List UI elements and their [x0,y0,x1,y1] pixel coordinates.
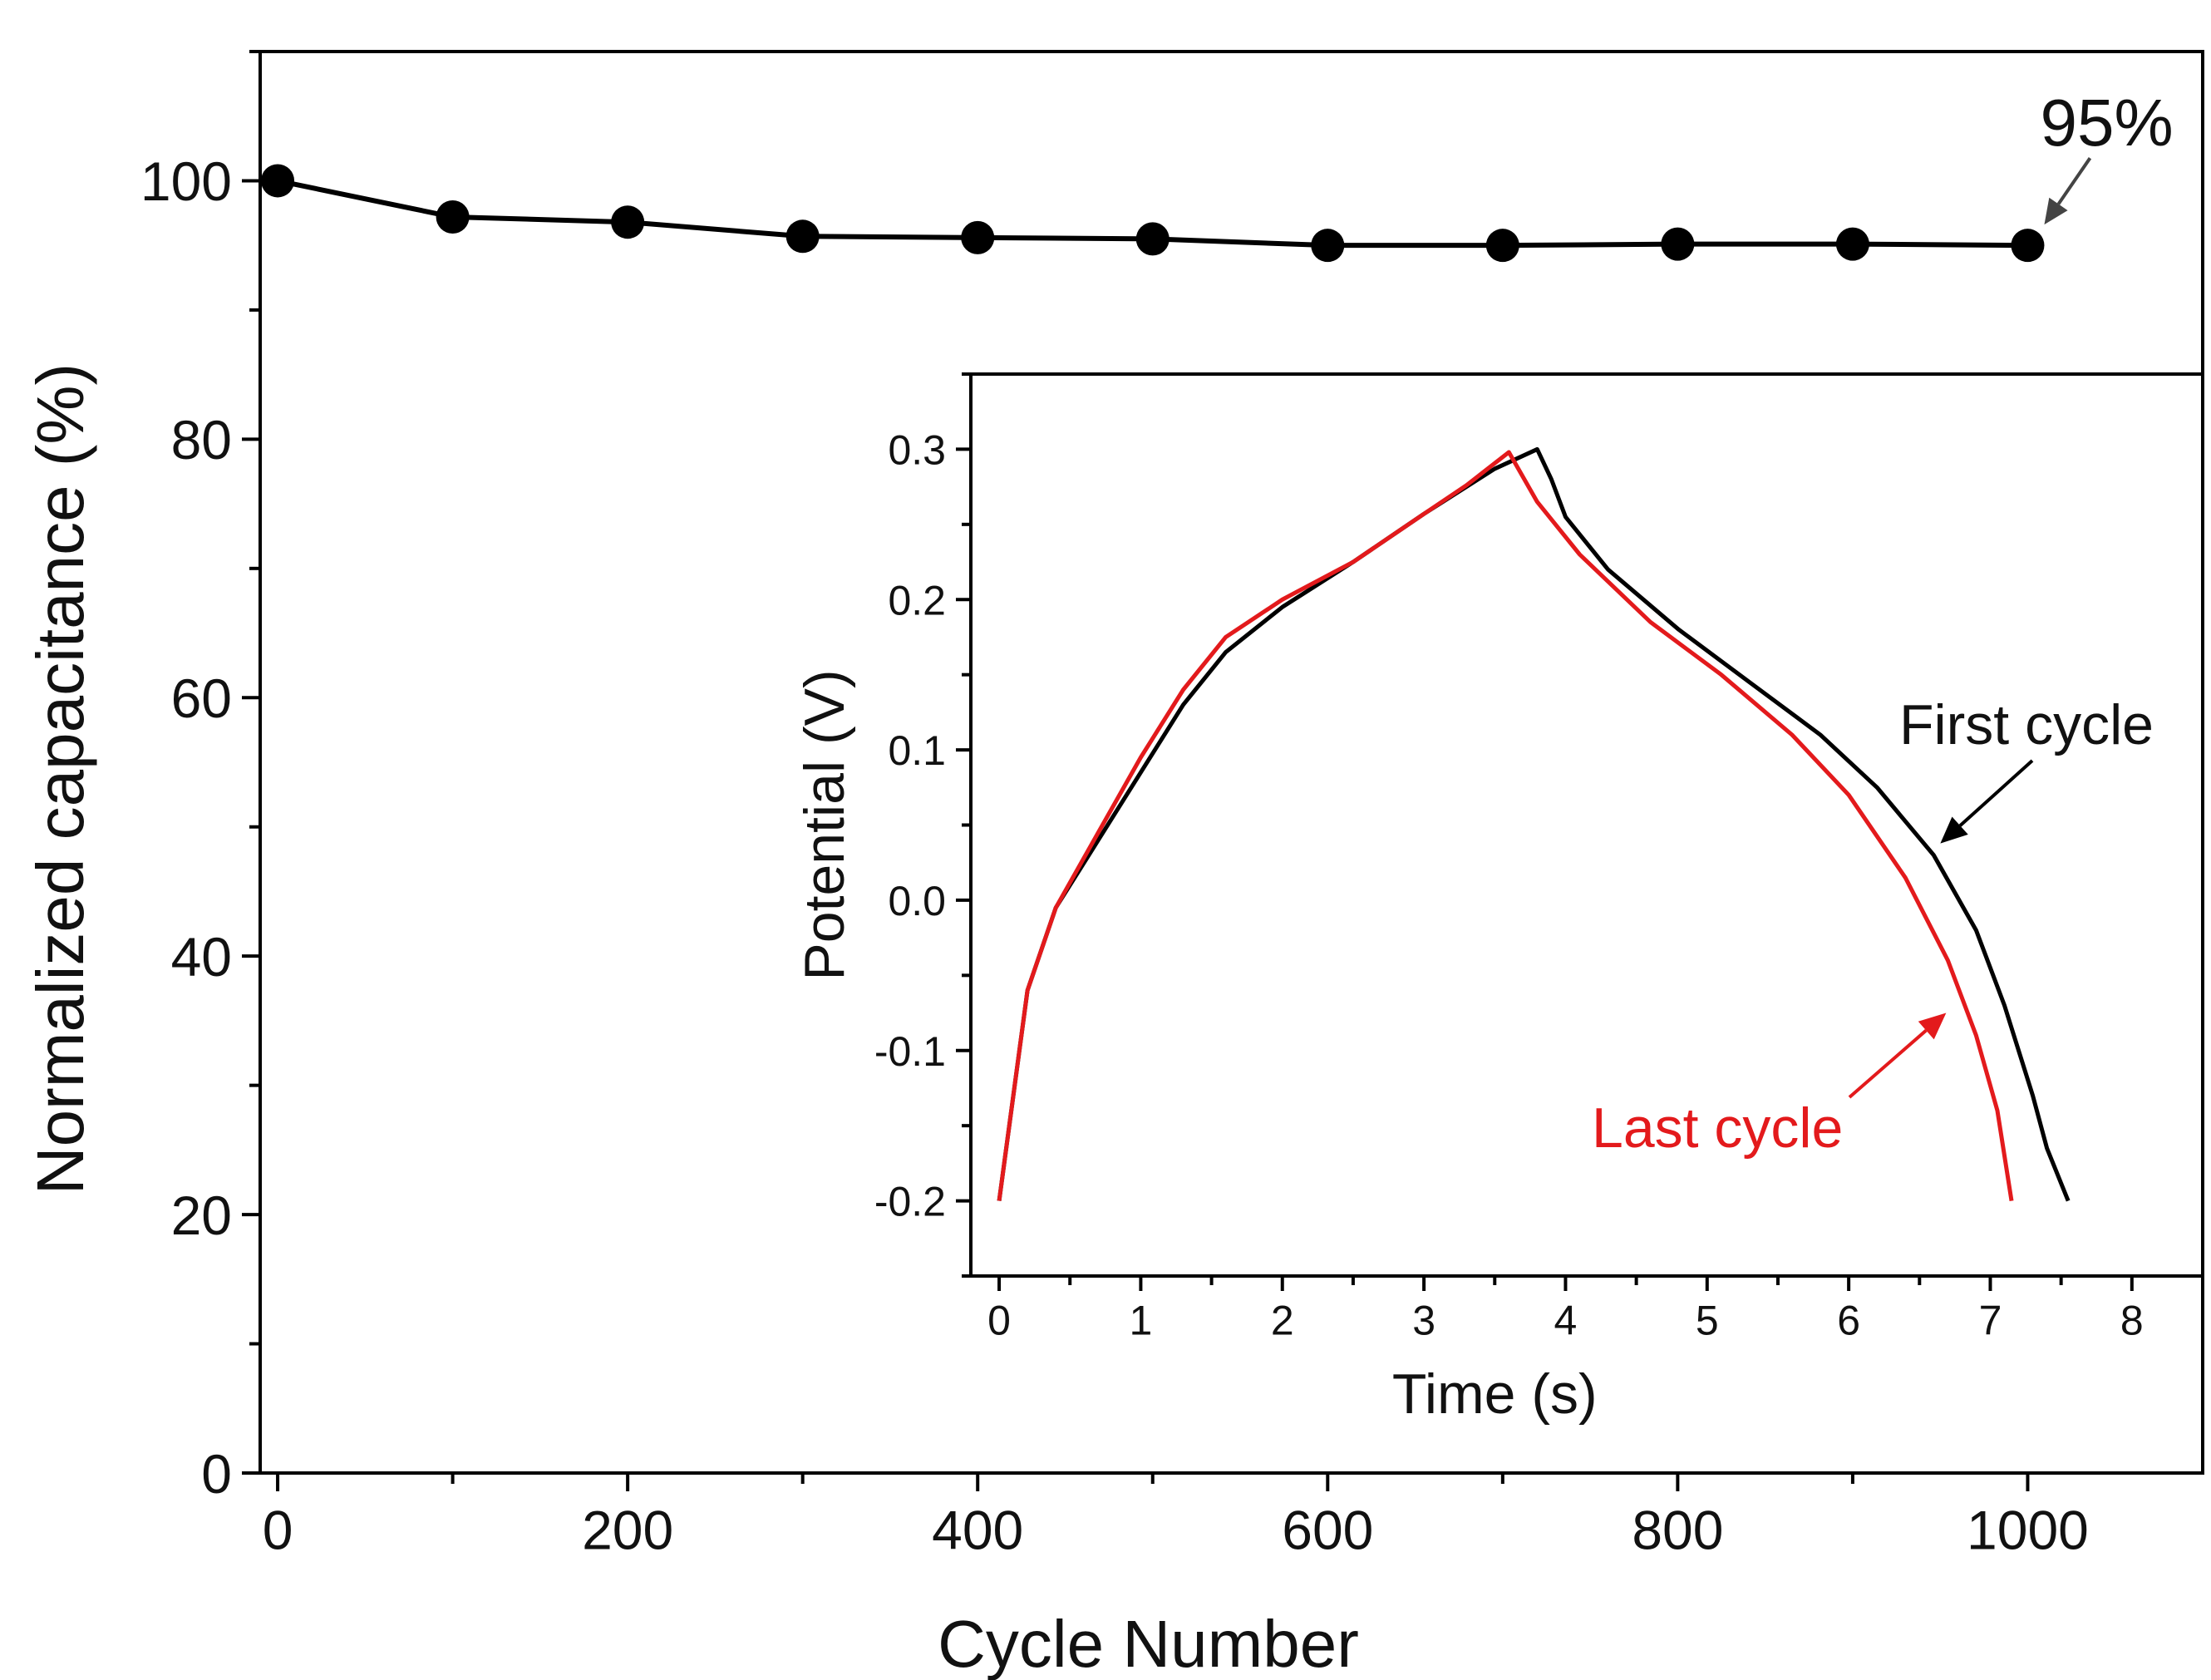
first-cycle-annotation: First cycle [1899,693,2154,844]
last-cycle-line [997,450,2014,1201]
last-cycle-arrowhead [1918,1012,1947,1040]
main-x-axis: 0 200 400 600 800 1000 [263,1473,2089,1560]
main-series-group [261,164,2045,263]
data-point [1311,229,1345,263]
x-tick-label: 3 [1412,1298,1435,1344]
first-cycle-line [997,446,2071,1202]
data-point [961,220,995,254]
data-point [2011,229,2045,263]
inset-y-axis: -0.2 -0.1 0.0 0.1 0.2 0.3 [874,372,971,1278]
x-tick-label: 200 [582,1499,673,1560]
inset-y-axis-title: Potential (V) [793,669,856,980]
retention-annotation: 95% [2040,86,2174,225]
x-tick-label: 0 [263,1499,293,1560]
first-cycle-arrowhead [1940,816,1968,844]
y-tick-label: 0.3 [888,426,946,473]
retention-annotation-label: 95% [2040,86,2173,160]
y-tick-label: 60 [171,668,232,729]
y-tick-label: 80 [171,409,232,470]
y-tick-label: 0 [201,1443,232,1505]
y-tick-label: 100 [140,150,232,212]
x-tick-label: 1 [1130,1298,1153,1344]
x-tick-label: 1000 [1967,1499,2089,1560]
y-tick-label: 0.1 [888,727,946,774]
x-tick-label: 6 [1837,1298,1860,1344]
data-point [1135,222,1170,256]
y-tick-label: 40 [171,926,232,988]
x-tick-label: 7 [1979,1298,2002,1344]
main-y-axis: 0 20 40 60 80 100 [140,50,260,1505]
data-point [436,200,470,234]
last-cycle-label: Last cycle [1592,1096,1843,1160]
y-tick-label: -0.1 [874,1028,946,1075]
retention-annotation-arrowhead [2044,197,2068,225]
x-tick-label: 0 [987,1298,1011,1344]
inset-background [971,374,2203,1276]
data-point [261,164,295,198]
data-point [785,219,820,254]
first-cycle-label: First cycle [1899,693,2154,756]
x-tick-label: 600 [1282,1499,1373,1560]
y-tick-label: 0.0 [888,878,946,924]
main-x-axis-title: Cycle Number [938,1607,1359,1680]
x-tick-label: 800 [1632,1499,1723,1560]
retention-annotation-arrow [2056,157,2092,205]
data-point [1661,227,1695,261]
main-y-axis-title: Normalized capacitance (%) [23,363,97,1195]
y-tick-label: -0.2 [874,1179,946,1225]
data-point [611,205,645,239]
data-point [1835,227,1869,261]
x-tick-label: 400 [932,1499,1023,1560]
x-tick-label: 2 [1271,1298,1294,1344]
inset-x-axis: 0 1 2 3 4 5 6 7 8 [987,1276,2144,1344]
first-cycle-arrow [1958,759,2034,827]
inset-series-group [997,446,2071,1202]
y-tick-label: 0.2 [888,577,946,623]
y-tick-label: 20 [171,1185,232,1246]
last-cycle-arrow [1848,1029,1928,1099]
inset-x-axis-title: Time (s) [1392,1362,1598,1426]
last-cycle-annotation: Last cycle [1592,1012,1947,1160]
x-tick-label: 5 [1696,1298,1719,1344]
x-tick-label: 4 [1554,1298,1578,1344]
x-tick-label: 8 [2120,1298,2144,1344]
data-point [1485,229,1519,263]
